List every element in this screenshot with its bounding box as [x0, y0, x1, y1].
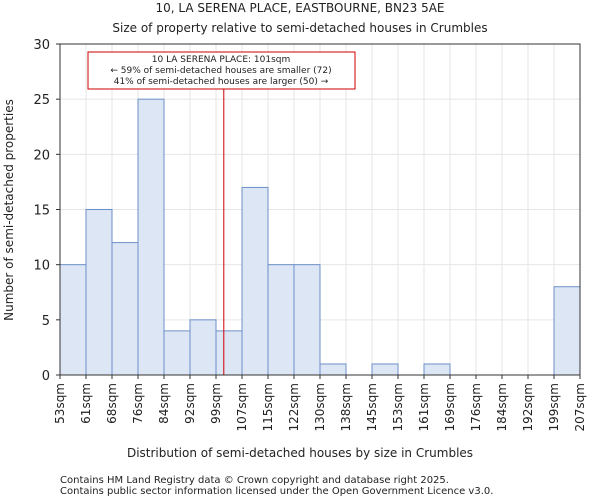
y-tick-label: 10 [33, 259, 50, 274]
histogram-bar [137, 98, 165, 376]
x-tick-label: 176sqm [469, 383, 483, 431]
y-tick-label: 0 [42, 369, 50, 384]
bars [59, 98, 581, 376]
chart-subtitle: Size of property relative to semi-detach… [112, 21, 487, 35]
footer-line-2: Contains public sector information licen… [60, 486, 493, 497]
histogram-bar [553, 286, 581, 376]
x-tick-label: 76sqm [131, 383, 145, 424]
x-tick-label: 153sqm [391, 383, 405, 431]
annotation-line-2: ← 59% of semi-detached houses are smalle… [110, 66, 331, 76]
y-axis-ticks: 0 5 10 15 20 25 30 [33, 38, 60, 384]
x-tick-label: 115sqm [261, 383, 275, 431]
x-tick-label: 169sqm [443, 383, 457, 431]
y-tick-label: 25 [33, 93, 50, 108]
x-tick-label: 145sqm [365, 383, 379, 431]
y-tick-label: 15 [33, 204, 50, 219]
x-tick-label: 122sqm [287, 383, 301, 431]
x-tick-label: 68sqm [105, 383, 119, 424]
x-axis-label: Distribution of semi-detached houses by … [127, 446, 473, 460]
histogram-bar [85, 209, 113, 376]
y-tick-label: 20 [33, 148, 50, 163]
x-tick-label: 61sqm [79, 383, 93, 424]
y-tick-label: 5 [42, 314, 50, 329]
x-axis-ticks: 53sqm 61sqm 68sqm 76sqm 84sqm 92sqm 99sqm 107sq… [53, 375, 587, 431]
histogram-bar [371, 363, 399, 376]
x-tick-label: 130sqm [313, 383, 327, 431]
histogram-bar [241, 186, 269, 376]
plot-frame [59, 43, 581, 376]
x-tick-label: 184sqm [495, 383, 509, 431]
chart-title: 10, LA SERENA PLACE, EASTBOURNE, BN23 5A… [155, 1, 444, 15]
x-tick-label: 92sqm [183, 383, 197, 424]
histogram-bar [319, 363, 347, 376]
footer-line-1: Contains HM Land Registry data © Crown c… [60, 475, 449, 486]
y-tick-label: 30 [33, 38, 50, 53]
annotation-line-1: 10 LA SERENA PLACE: 101sqm [152, 55, 291, 65]
x-tick-label: 84sqm [157, 383, 171, 424]
histogram-bar [215, 330, 243, 376]
histogram-bar [189, 319, 217, 376]
annotation-box [87, 51, 356, 90]
x-tick-label: 207sqm [573, 383, 587, 431]
histogram-bar [59, 264, 87, 376]
annotation-line-3: 41% of semi-detached houses are larger (… [114, 77, 329, 87]
x-tick-label: 53sqm [53, 383, 67, 424]
histogram-bar [423, 363, 451, 376]
x-tick-label: 199sqm [547, 383, 561, 431]
x-tick-label: 161sqm [417, 383, 431, 431]
y-axis-label: Number of semi-detached properties [2, 99, 16, 321]
x-tick-label: 99sqm [209, 383, 223, 424]
x-tick-label: 107sqm [235, 383, 249, 431]
histogram-bar [163, 330, 191, 376]
histogram-bar [267, 264, 295, 376]
x-tick-label: 138sqm [339, 383, 353, 431]
histogram-bar [293, 264, 321, 376]
histogram-bar [111, 242, 139, 376]
x-tick-label: 192sqm [521, 383, 535, 431]
